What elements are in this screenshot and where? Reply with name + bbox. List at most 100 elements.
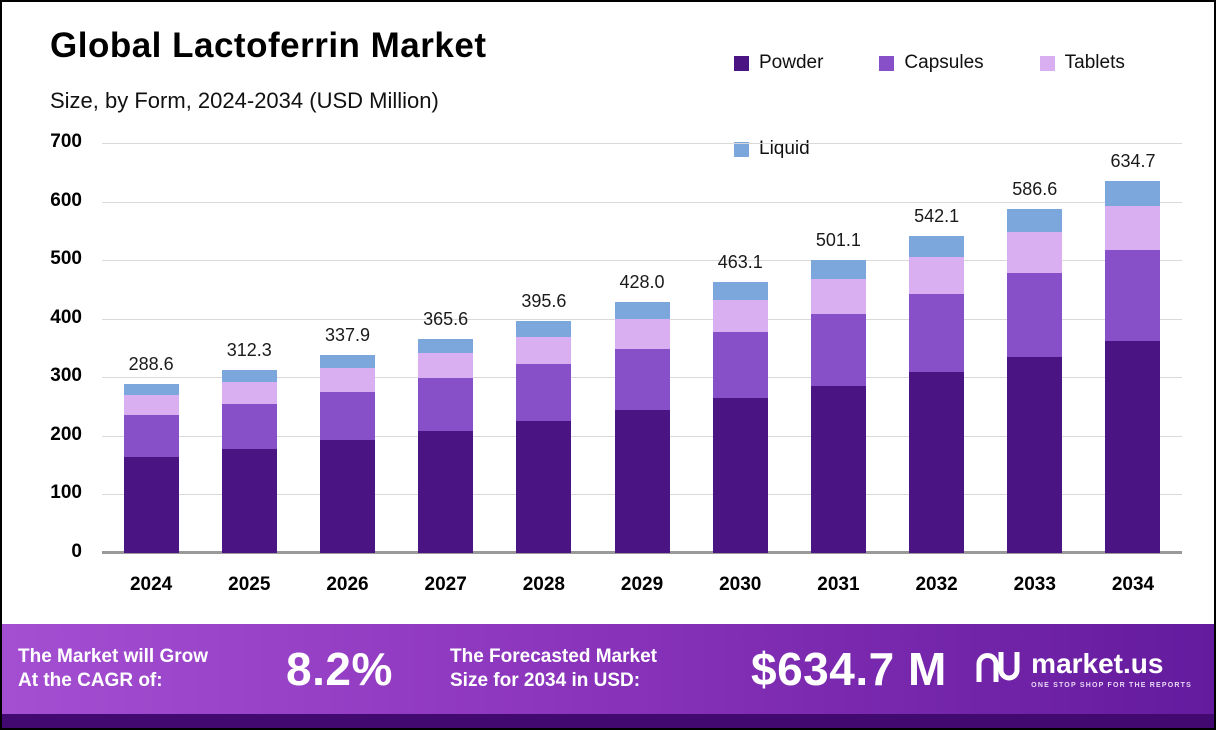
bar-segment-liquid bbox=[614, 302, 670, 320]
legend-item-powder: Powder bbox=[734, 52, 823, 74]
bar-2024: 288.6 bbox=[102, 143, 200, 553]
bar-segment-tablets bbox=[1105, 206, 1161, 251]
bar-2028: 395.6 bbox=[495, 143, 593, 553]
y-axis: 0 100 200 300 400 500 600 700 bbox=[16, 131, 82, 562]
forecast-label: The Forecasted Market Size for 2034 in U… bbox=[450, 645, 745, 693]
x-tick-label: 2024 bbox=[129, 574, 173, 595]
bar-2033: 586.6 bbox=[986, 143, 1084, 553]
y-tick-label: 600 bbox=[50, 189, 82, 211]
bar-2032: 542.1 bbox=[888, 143, 986, 553]
brand-tagline: ONE STOP SHOP FOR THE REPORTS bbox=[1031, 681, 1192, 689]
bar-segment-tablets bbox=[221, 382, 277, 404]
bar-segment-capsules bbox=[516, 364, 572, 421]
legend-swatch-powder bbox=[734, 55, 749, 71]
bar-segment-liquid bbox=[221, 370, 277, 383]
bar-segment-liquid bbox=[909, 235, 965, 257]
plot-area: 288.6 312.3 337.9 365.6 395.6 428.0 463.1 501.1… bbox=[102, 143, 1182, 554]
bar-total-label: 428.0 bbox=[619, 272, 665, 293]
bar-total-label: 586.6 bbox=[1012, 179, 1058, 200]
bar-segment-capsules bbox=[1007, 272, 1063, 358]
forecast-value: $634.7 M bbox=[751, 643, 947, 695]
bar-total-label: 395.6 bbox=[521, 291, 567, 312]
bar-total-label: 337.9 bbox=[324, 325, 370, 346]
bar-segment-capsules bbox=[909, 294, 965, 373]
legend-item-capsules: Capsules bbox=[879, 52, 984, 74]
bar-segment-powder bbox=[418, 430, 474, 553]
bar-segment-capsules bbox=[221, 403, 277, 449]
bar-segment-powder bbox=[909, 372, 965, 553]
bar-segment-tablets bbox=[123, 395, 179, 416]
brand-logo: market.us ONE STOP SHOP FOR THE REPORTS bbox=[975, 649, 1198, 690]
legend-label: Capsules bbox=[904, 52, 984, 73]
bar-segment-powder bbox=[1007, 357, 1063, 553]
y-tick-label: 100 bbox=[50, 482, 82, 504]
bar-segment-capsules bbox=[319, 391, 375, 441]
gridline bbox=[102, 201, 1182, 203]
bar-total-label: 312.3 bbox=[226, 340, 272, 361]
bar-segment-tablets bbox=[418, 353, 474, 379]
bar-segment-liquid bbox=[418, 338, 474, 354]
y-tick-label: 700 bbox=[50, 131, 82, 152]
cagr-label-line2: At the CAGR of: bbox=[18, 670, 163, 691]
x-tick-label: 2031 bbox=[817, 574, 860, 595]
y-tick-label: 200 bbox=[50, 423, 82, 445]
bar-segment-powder bbox=[810, 385, 866, 553]
legend-swatch-tablets bbox=[1039, 55, 1055, 71]
bar-total-label: 365.6 bbox=[423, 308, 469, 329]
bar-segment-tablets bbox=[810, 279, 866, 314]
bar-2034: 634.7 bbox=[1084, 143, 1182, 553]
bar-segment-liquid bbox=[712, 281, 768, 300]
bar-segment-tablets bbox=[1007, 232, 1063, 273]
legend-swatch-capsules bbox=[879, 55, 895, 71]
y-tick-label: 400 bbox=[50, 306, 82, 328]
bar-2030: 463.1 bbox=[691, 143, 789, 553]
bar-segment-capsules bbox=[123, 415, 179, 457]
bar-segment-capsules bbox=[418, 378, 474, 431]
bar-segment-powder bbox=[221, 448, 277, 553]
bar-total-label: 288.6 bbox=[128, 353, 174, 374]
bar-total-label: 634.7 bbox=[1110, 151, 1156, 172]
chart-subtitle: Size, by Form, 2024-2034 (USD Million) bbox=[50, 88, 439, 113]
y-tick-label: 300 bbox=[50, 365, 82, 387]
gridline bbox=[102, 143, 1182, 144]
bar-segment-tablets bbox=[909, 256, 965, 295]
x-tick-label: 2027 bbox=[424, 574, 467, 595]
legend-swatch-liquid bbox=[734, 141, 749, 157]
bar-2027: 365.6 bbox=[397, 143, 495, 553]
bar-segment-liquid bbox=[1105, 181, 1161, 207]
x-tick-label: 2030 bbox=[719, 574, 762, 595]
x-tick-label: 2029 bbox=[620, 574, 664, 595]
legend-label: Tablets bbox=[1064, 52, 1125, 73]
cagr-label: The Market will Grow At the CAGR of: bbox=[18, 645, 286, 693]
forecast-label-line1: The Forecasted Market bbox=[450, 646, 657, 668]
bar-2031: 501.1 bbox=[789, 143, 887, 553]
bar-segment-tablets bbox=[516, 336, 572, 365]
brand-text: market.us ONE STOP SHOP FOR THE REPORTS bbox=[1031, 647, 1192, 689]
banner-content: The Market will Grow At the CAGR of: 8.2… bbox=[2, 624, 1214, 714]
bar-segment-powder bbox=[712, 398, 768, 553]
bar-segment-capsules bbox=[712, 331, 768, 399]
bar-segment-liquid bbox=[123, 383, 179, 396]
bar-segment-tablets bbox=[712, 299, 768, 332]
legend-row-1: Powder Capsules Tablets bbox=[734, 52, 1125, 74]
cagr-label-line1: The Market will Grow bbox=[18, 646, 209, 668]
bottom-banner: The Market will Grow At the CAGR of: 8.2… bbox=[2, 624, 1214, 728]
bar-segment-liquid bbox=[1007, 209, 1063, 233]
x-tick-label: 2028 bbox=[522, 574, 565, 595]
banner-bottom-strip bbox=[2, 714, 1214, 728]
chart-title: Global Lactoferrin Market bbox=[50, 26, 487, 65]
bar-segment-powder bbox=[319, 440, 375, 553]
x-axis: 2024 2025 2026 2027 2028 2029 2030 2031 2032 2033… bbox=[102, 574, 1182, 596]
bar-total-label: 463.1 bbox=[717, 251, 763, 272]
bar-segment-capsules bbox=[1105, 250, 1161, 342]
bar-segment-liquid bbox=[319, 355, 375, 369]
bar-segment-powder bbox=[1105, 341, 1161, 553]
marketus-logo-icon bbox=[975, 649, 1021, 690]
bar-segment-tablets bbox=[614, 319, 670, 349]
y-tick-label: 500 bbox=[50, 248, 82, 270]
bar-segment-powder bbox=[614, 410, 670, 553]
brand-name: market.us bbox=[1031, 647, 1164, 679]
bar-total-label: 542.1 bbox=[914, 205, 960, 226]
x-tick-label: 2025 bbox=[228, 574, 271, 595]
